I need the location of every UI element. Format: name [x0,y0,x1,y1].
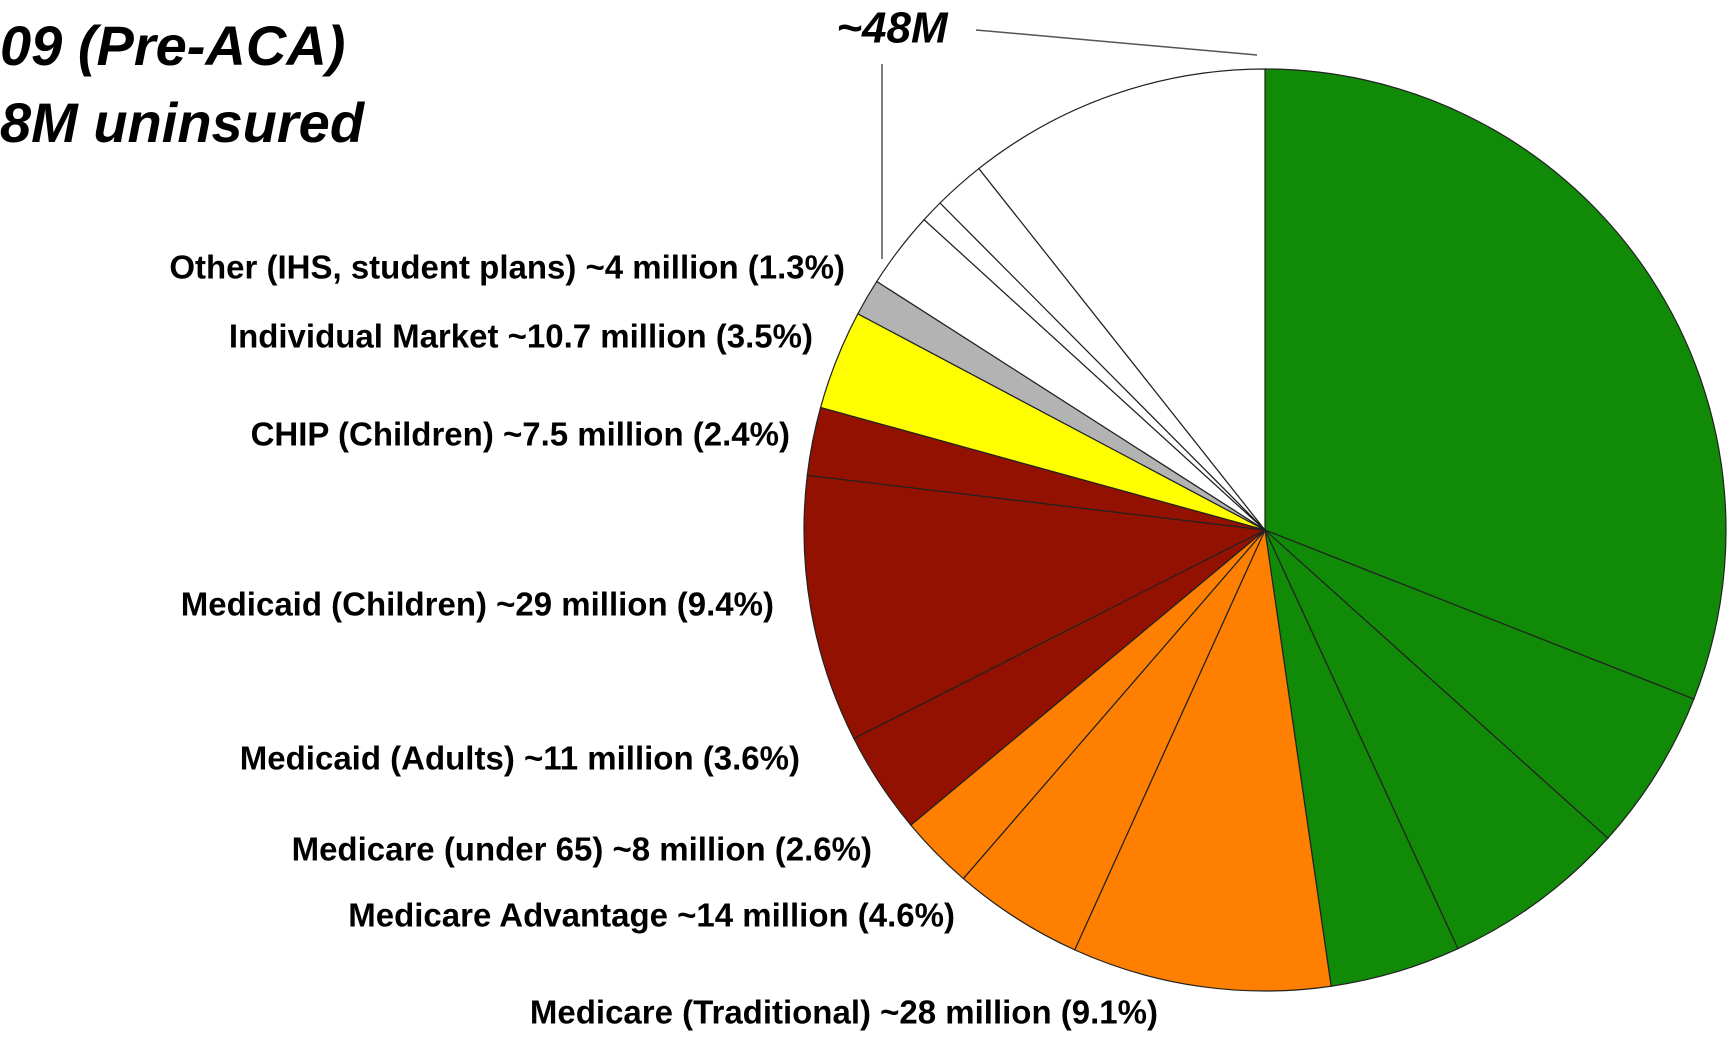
slice-label: CHIP (Children) ~7.5 million (2.4%) [251,416,790,453]
pie-slice [803,474,1268,740]
slice-label: Medicaid (Adults) ~11 million (3.6%) [240,740,800,777]
title-line: 8M uninsured [0,91,366,154]
pie-slice [978,68,1266,532]
slice-label: Medicare Advantage ~14 million (4.6%) [348,897,955,934]
leader-line [975,29,1258,56]
slice-label: Individual Market ~10.7 million (3.5%) [229,318,813,355]
slice-label: Medicare (Traditional) ~28 million (9.1%… [530,994,1158,1031]
title-line: 09 (Pre-ACA) [0,14,345,77]
annotation: ~48M [836,4,949,53]
slice-label: Medicare (under 65) ~8 million (2.6%) [292,831,872,868]
pie-slice [1073,527,1332,992]
slice-label: Medicaid (Children) ~29 million (9.4%) [181,586,774,623]
pie-slice [1264,529,1695,840]
slice-label: Other (IHS, student plans) ~4 million (1… [169,249,845,286]
pie-slice [1264,68,1727,700]
pie-slice [1264,529,1609,950]
